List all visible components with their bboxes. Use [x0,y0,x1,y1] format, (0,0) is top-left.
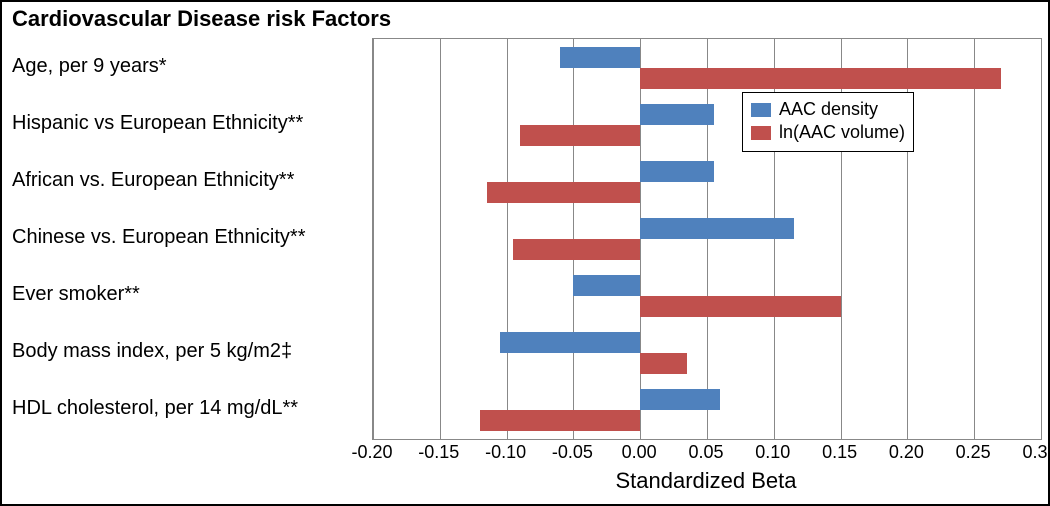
x-tick-label: -0.15 [418,442,459,463]
x-tick-label: 0.15 [822,442,857,463]
gridline [640,39,641,439]
gridline [507,39,508,439]
legend-label: ln(AAC volume) [779,122,905,143]
category-label: HDL cholesterol, per 14 mg/dL** [12,397,362,420]
bar [500,332,640,353]
bar [640,389,720,410]
category-label: Hispanic vs European Ethnicity** [12,112,362,135]
bar [640,104,713,125]
x-tick-label: 0.20 [889,442,924,463]
legend-swatch [751,126,771,140]
category-label: African vs. European Ethnicity** [12,169,362,192]
category-label: Ever smoker** [12,283,362,306]
x-tick-label: -0.10 [485,442,526,463]
gridline [1041,39,1042,439]
legend-label: AAC density [779,99,878,120]
x-axis-title: Standardized Beta [615,468,796,494]
legend-item: AAC density [751,99,905,120]
gridline [440,39,441,439]
category-label: Chinese vs. European Ethnicity** [12,226,362,249]
bar [640,296,840,317]
legend-item: ln(AAC volume) [751,122,905,143]
bar [640,68,1001,89]
gridline [373,39,374,439]
bar [640,161,713,182]
plot-area [372,38,1042,440]
gridline [974,39,975,439]
category-label: Body mass index, per 5 kg/m2‡ [12,340,362,363]
bar [480,410,640,431]
bar [640,218,794,239]
chart-frame: Cardiovascular Disease risk Factors Stan… [0,0,1050,506]
bar [520,125,640,146]
x-tick-label: -0.20 [351,442,392,463]
x-tick-label: 0.30 [1022,442,1050,463]
x-tick-label: -0.05 [552,442,593,463]
x-tick-label: 0.10 [755,442,790,463]
x-tick-label: 0.00 [622,442,657,463]
bar [513,239,640,260]
x-tick-label: 0.05 [688,442,723,463]
bar [560,47,640,68]
x-tick-label: 0.25 [956,442,991,463]
legend: AAC densityln(AAC volume) [742,92,914,152]
bar [640,353,687,374]
gridline [707,39,708,439]
legend-swatch [751,103,771,117]
chart-title: Cardiovascular Disease risk Factors [12,6,391,32]
bar [487,182,641,203]
bar [573,275,640,296]
category-label: Age, per 9 years* [12,55,362,78]
